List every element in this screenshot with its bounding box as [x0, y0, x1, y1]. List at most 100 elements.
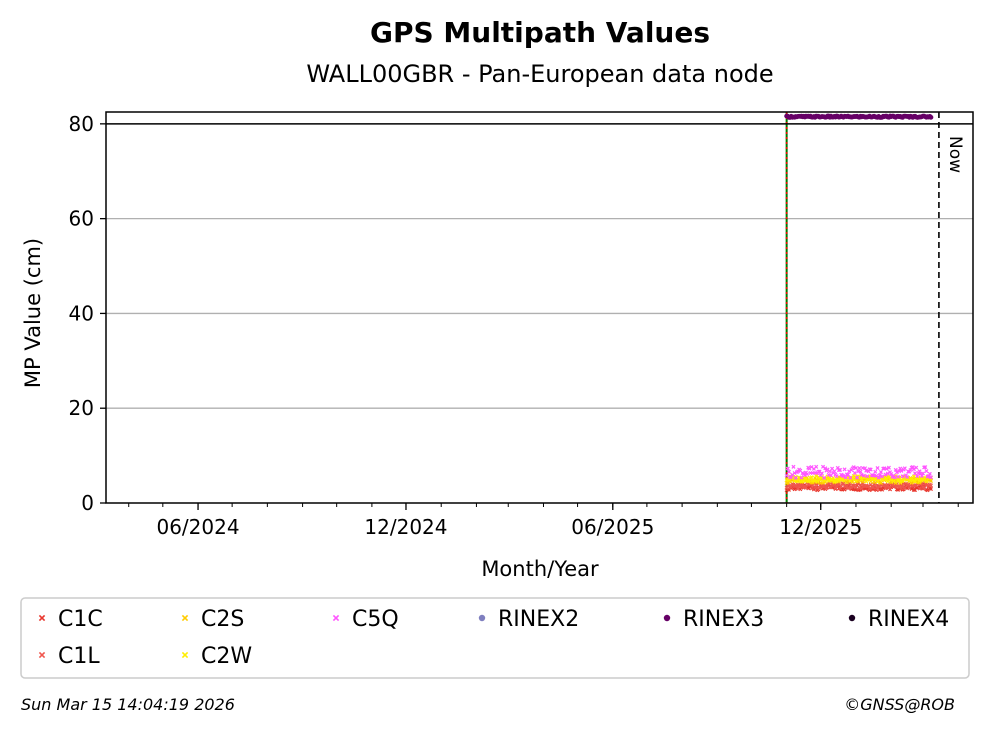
point-c5q: [893, 467, 898, 472]
point-c5q: [842, 467, 847, 472]
point-c5q: [855, 475, 860, 480]
point-c2w: [891, 479, 896, 484]
legend-item-rinex4: RINEX4: [848, 607, 949, 632]
point-c1l: [809, 486, 814, 491]
point-c2s: [878, 480, 883, 485]
legend-label: C1C: [58, 607, 103, 632]
point-c1l: [828, 485, 833, 490]
point-c5q: [863, 466, 868, 471]
point-c5q: [785, 466, 790, 471]
point-c2w: [910, 478, 915, 483]
legend-item-c1c: C1C: [38, 607, 103, 632]
x-tick-label: 12/2024: [364, 515, 447, 539]
point-c1l: [824, 486, 829, 491]
point-c5q: [924, 469, 929, 474]
point-c2w: [875, 479, 880, 484]
point-c5q: [915, 474, 920, 479]
point-c5q: [923, 465, 928, 470]
point-c5q: [895, 474, 901, 479]
point-c5q: [823, 466, 828, 471]
legend-item-rinex3: RINEX3: [663, 607, 764, 632]
legend-label: RINEX3: [683, 607, 764, 632]
point-c5q: [852, 470, 857, 476]
point-c1l: [853, 485, 858, 490]
point-c5q: [899, 468, 904, 473]
point-c1l: [917, 486, 922, 491]
y-tick-label: 0: [81, 491, 94, 515]
point-rinex3: [928, 114, 934, 120]
point-c5q: [877, 473, 882, 478]
y-tick-label: 80: [69, 112, 94, 136]
legend-marker: [38, 651, 46, 659]
y-tick-label: 20: [69, 396, 94, 420]
point-c1c: [806, 486, 811, 491]
legend-item-rinex2: RINEX2: [478, 607, 579, 632]
legend-label: RINEX2: [498, 607, 579, 632]
point-c5q: [919, 473, 924, 478]
point-c5q: [786, 469, 791, 474]
point-c2s: [928, 478, 933, 483]
point-c5q: [822, 475, 827, 480]
legend-marker: [181, 614, 189, 622]
plot-data: Now: [784, 112, 965, 503]
point-c5q: [876, 475, 881, 480]
point-c5q: [894, 470, 899, 475]
legend-item-c2w: C2W: [181, 644, 252, 669]
point-c2w: [809, 475, 814, 480]
legend-marker: [663, 614, 671, 622]
legend-box: [20, 597, 970, 679]
point-c5q: [883, 472, 888, 477]
point-c1l: [907, 486, 912, 491]
point-c5q: [927, 471, 932, 476]
point-c5q: [875, 466, 880, 471]
point-c2w: [807, 478, 812, 483]
legend-label: C2W: [201, 644, 252, 669]
point-c5q: [892, 475, 897, 480]
point-c2w: [850, 476, 855, 481]
point-c2w: [900, 478, 905, 483]
point-c1l: [797, 483, 802, 488]
legend-label: C5Q: [352, 607, 399, 632]
point-c5q: [865, 474, 870, 479]
point-c5q: [832, 469, 837, 474]
point-c5q: [853, 465, 858, 471]
y-tick-label: 60: [69, 207, 94, 231]
point-c5q: [814, 464, 819, 469]
point-c5q: [898, 466, 903, 471]
point-c5q: [880, 474, 885, 479]
footer-timestamp: Sun Mar 15 14:04:19 2026: [21, 695, 235, 714]
point-c5q: [902, 466, 907, 471]
series-rinex3: [784, 113, 934, 120]
legend-label: C2S: [201, 607, 244, 632]
point-c5q: [791, 464, 796, 469]
series-c2w: [784, 473, 933, 484]
point-c1l: [928, 483, 933, 488]
series-c5q: [784, 464, 933, 480]
chart-subtitle: WALL00GBR - Pan-European data node: [306, 60, 773, 88]
point-c2w: [923, 475, 928, 480]
point-c5q: [878, 470, 883, 475]
point-c5q: [834, 474, 839, 479]
axes: 0 20 40 60 80 06/2024 12/2024 06/2025 12/2025: [69, 112, 973, 539]
legend-item-c2s: C2S: [181, 607, 244, 632]
x-axis-label: Month/Year: [481, 557, 599, 581]
legend-marker: [38, 614, 46, 622]
point-c5q: [793, 475, 798, 480]
point-c5q: [900, 474, 905, 479]
point-c5q: [841, 474, 846, 479]
point-c1l: [833, 486, 838, 491]
point-c5q: [847, 469, 852, 474]
y-tick-label: 40: [69, 301, 94, 325]
x-tick-label: 06/2025: [571, 515, 654, 539]
point-c2w: [793, 474, 798, 479]
point-c1l: [870, 485, 876, 490]
footer-credit: ©GNSS@ROB: [844, 695, 955, 714]
x-tick-label: 12/2025: [779, 515, 862, 539]
point-c2w: [826, 478, 831, 483]
point-c5q: [885, 471, 890, 476]
now-label: Now: [945, 136, 965, 173]
point-c2w: [917, 478, 922, 484]
point-c1l: [845, 486, 851, 491]
point-c1c: [895, 487, 901, 492]
